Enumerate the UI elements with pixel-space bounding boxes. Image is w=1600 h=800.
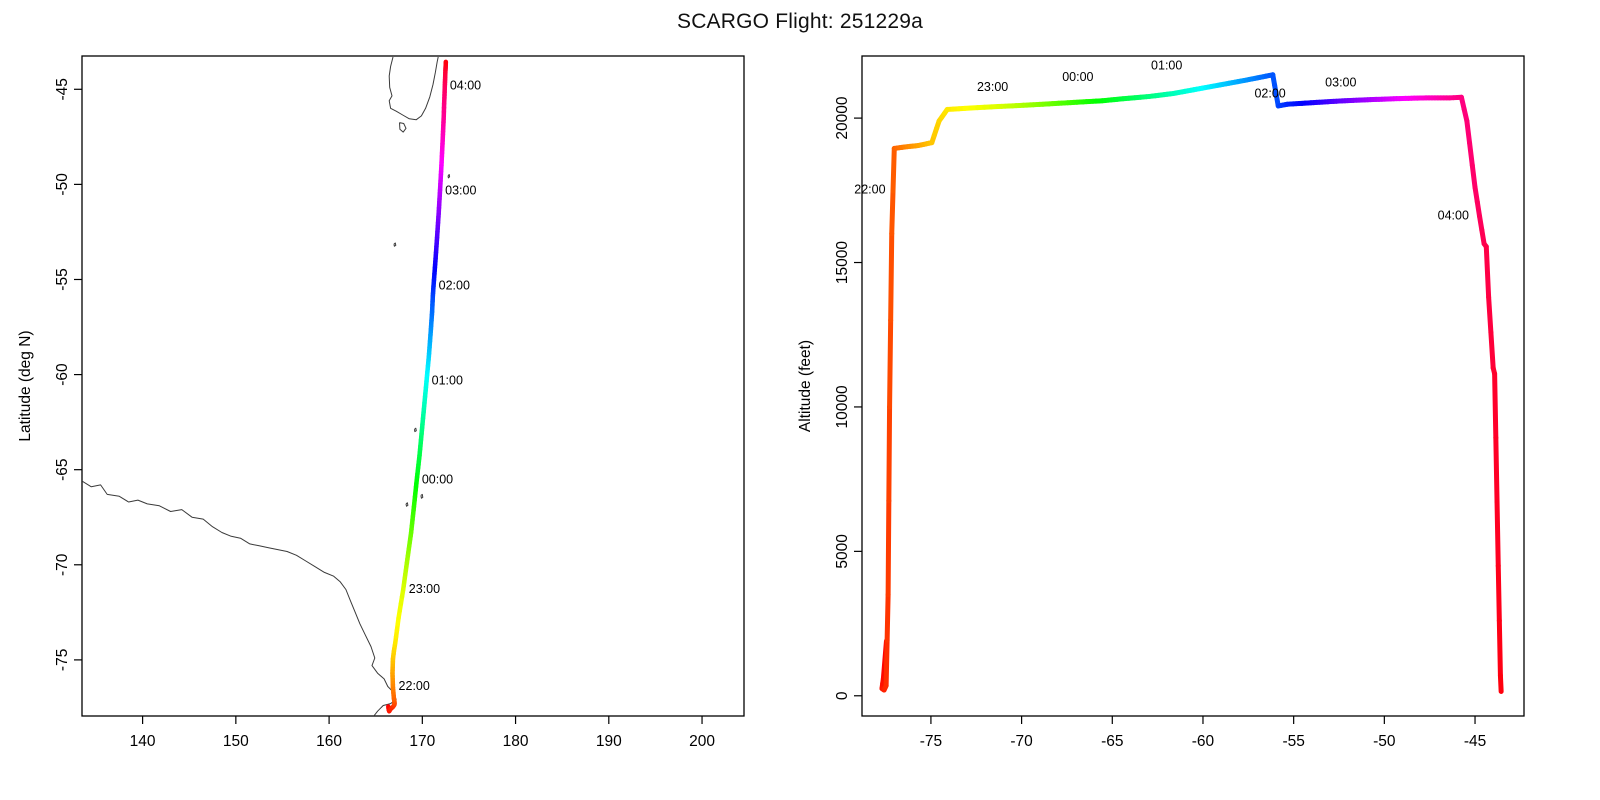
svg-text:-70: -70 <box>54 553 71 576</box>
svg-text:140: 140 <box>130 733 156 750</box>
svg-text:10000: 10000 <box>834 385 851 428</box>
svg-text:-50: -50 <box>1373 733 1396 750</box>
svg-text:-75: -75 <box>920 733 942 750</box>
plot-title: SCARGO Flight: 251229a <box>676 10 924 33</box>
svg-text:00:00: 00:00 <box>1062 70 1093 84</box>
svg-text:01:00: 01:00 <box>1151 58 1182 72</box>
svg-text:23:00: 23:00 <box>977 80 1008 94</box>
flight-track-map-panel: 140 150 160 170 180 190 200 -75 -70 -65 -60 -55 -50 -… <box>17 55 745 750</box>
svg-text:160: 160 <box>316 733 342 750</box>
svg-text:190: 190 <box>596 733 622 750</box>
svg-text:0: 0 <box>834 691 851 700</box>
svg-text:-45: -45 <box>1464 733 1486 750</box>
svg-text:20000: 20000 <box>834 96 851 139</box>
svg-text:03:00: 03:00 <box>1325 76 1356 90</box>
svg-text:Latitude (deg N): Latitude (deg N) <box>17 330 34 441</box>
svg-text:180: 180 <box>503 733 529 750</box>
svg-text:02:00: 02:00 <box>1254 87 1285 101</box>
svg-text:00:00: 00:00 <box>422 472 453 486</box>
svg-text:5000: 5000 <box>834 534 851 569</box>
svg-text:-75: -75 <box>54 649 71 671</box>
svg-text:-65: -65 <box>1101 733 1123 750</box>
svg-text:-55: -55 <box>54 268 71 290</box>
svg-text:-55: -55 <box>1282 733 1304 750</box>
svg-text:23:00: 23:00 <box>409 582 440 596</box>
svg-text:15000: 15000 <box>834 241 851 284</box>
svg-text:-50: -50 <box>54 173 71 196</box>
svg-text:22:00: 22:00 <box>399 679 430 693</box>
altitude-profile-panel: -75 -70 -65 -60 -55 -50 -45 0 5000 10000 15000 2000… <box>797 55 1525 750</box>
svg-text:Altitude (feet): Altitude (feet) <box>797 340 814 432</box>
svg-text:04:00: 04:00 <box>1438 209 1469 223</box>
svg-text:01:00: 01:00 <box>432 374 463 388</box>
svg-text:150: 150 <box>223 733 249 750</box>
chart-panels: 140 150 160 170 180 190 200 -75 -70 -65 -60 -55 -50-… <box>0 38 1600 778</box>
svg-text:-70: -70 <box>1010 733 1033 750</box>
svg-text:-60: -60 <box>54 363 71 386</box>
svg-text:-65: -65 <box>54 458 71 480</box>
svg-text:02:00: 02:00 <box>439 278 470 292</box>
svg-text:-45: -45 <box>54 78 71 100</box>
svg-text:04:00: 04:00 <box>450 79 481 93</box>
svg-text:-60: -60 <box>1192 733 1215 750</box>
svg-text:170: 170 <box>409 733 435 750</box>
svg-text:22:00: 22:00 <box>854 183 885 197</box>
svg-text:200: 200 <box>689 733 715 750</box>
svg-text:03:00: 03:00 <box>445 183 476 197</box>
